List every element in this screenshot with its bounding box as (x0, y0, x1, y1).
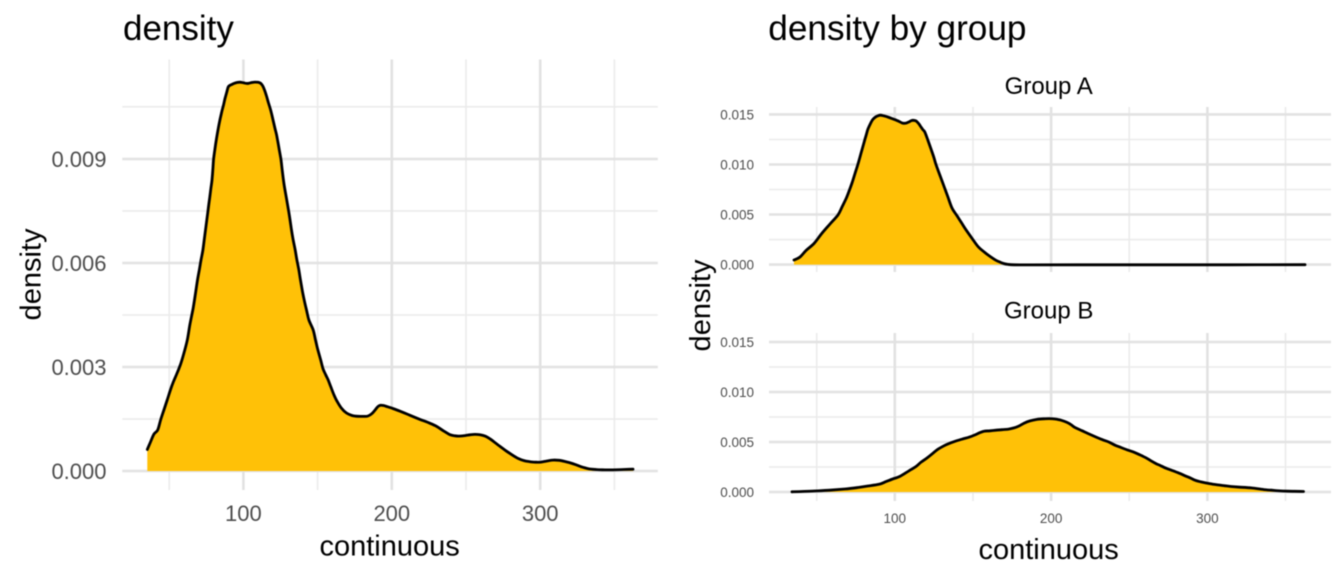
svg-text:0.000: 0.000 (720, 485, 754, 500)
svg-text:0.005: 0.005 (720, 435, 754, 450)
svg-text:density: density (15, 228, 47, 320)
svg-text:continuous: continuous (978, 534, 1118, 566)
svg-text:density: density (685, 259, 717, 351)
svg-text:0.015: 0.015 (720, 107, 754, 122)
svg-text:300: 300 (1196, 511, 1219, 526)
svg-text:Group A: Group A (1005, 73, 1093, 100)
svg-text:0.015: 0.015 (720, 335, 754, 350)
svg-text:0.000: 0.000 (51, 459, 106, 484)
svg-text:density: density (123, 9, 234, 48)
svg-text:0.003: 0.003 (51, 355, 106, 380)
svg-text:0.010: 0.010 (720, 158, 754, 173)
svg-text:0.010: 0.010 (720, 385, 754, 400)
svg-text:200: 200 (373, 501, 410, 526)
svg-text:0.009: 0.009 (51, 147, 106, 172)
svg-text:0.000: 0.000 (720, 258, 754, 273)
svg-text:Group B: Group B (1004, 298, 1093, 325)
svg-text:100: 100 (884, 511, 907, 526)
svg-text:200: 200 (1040, 511, 1063, 526)
svg-text:density by group: density by group (768, 9, 1026, 48)
svg-text:100: 100 (225, 501, 262, 526)
svg-text:0.005: 0.005 (720, 208, 754, 223)
svg-text:300: 300 (522, 501, 559, 526)
svg-text:continuous: continuous (319, 531, 459, 563)
svg-text:0.006: 0.006 (51, 251, 106, 276)
